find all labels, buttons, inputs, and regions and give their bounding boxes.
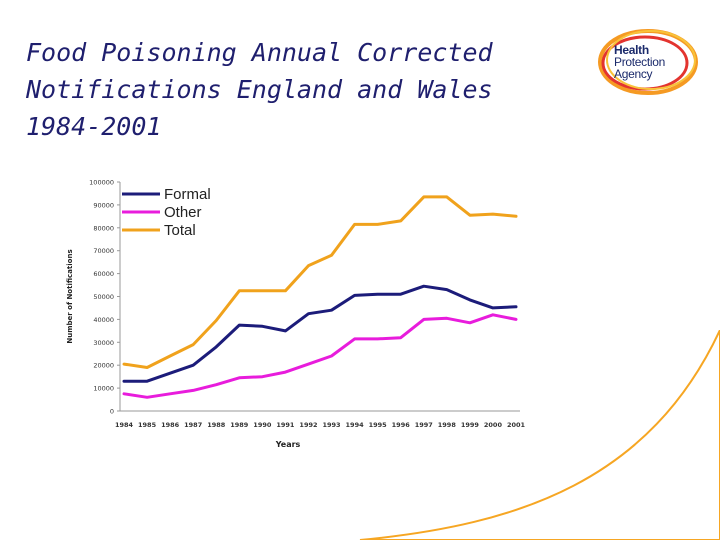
x-tick-label: 1985 [138, 421, 157, 429]
x-tick-label: 1990 [253, 421, 272, 429]
x-tick-label: 1988 [207, 421, 226, 429]
legend-label-formal: Formal [164, 186, 211, 203]
health-protection-agency-logo: Health Protection Agency [596, 26, 700, 98]
x-tick-label: 1997 [415, 421, 433, 429]
y-axis-label: Number of Notifications [66, 249, 74, 343]
x-tick-label: 1994 [346, 421, 365, 429]
logo-text: Health Protection Agency [614, 44, 665, 80]
x-tick-label: 1991 [276, 421, 295, 429]
x-tick-label: 1996 [392, 421, 411, 429]
x-axis-label: Years [275, 440, 301, 449]
logo-word-health: Health [614, 43, 649, 57]
corner-swoosh-decoration [359, 330, 720, 540]
series-line-total [122, 195, 518, 369]
x-tick-label: 1989 [230, 421, 249, 429]
logo-word-agency: Agency [614, 67, 653, 81]
x-tick-label: 2001 [507, 421, 526, 429]
y-tick-label: 40000 [93, 316, 114, 324]
y-tick-label: 100000 [89, 179, 114, 187]
series-line-formal [122, 284, 518, 383]
series-line-other [122, 313, 518, 399]
y-tick-label: 10000 [93, 385, 114, 393]
logo-rings-icon [598, 29, 698, 95]
slide-title: Food Poisoning Annual Corrected Notifica… [26, 34, 566, 145]
y-tick-label: 90000 [93, 201, 114, 209]
x-tick-label: 1986 [161, 421, 180, 429]
y-tick-label: 80000 [93, 224, 114, 232]
x-tick-label: 1993 [322, 421, 340, 429]
y-tick-label: 50000 [93, 293, 114, 301]
notifications-line-chart: 0 10000 20000 30000 40000 50000 60000 70000 8000… [66, 179, 526, 450]
legend-label-other: Other [164, 204, 202, 221]
x-tick-label: 1995 [369, 421, 388, 429]
x-tick-label: 1999 [461, 421, 480, 429]
y-tick-label: 70000 [93, 247, 114, 255]
y-tick-label: 60000 [93, 270, 114, 278]
logo-ring-yellow [606, 30, 696, 90]
x-tick-label: 1984 [115, 421, 134, 429]
title-line-3: 1984-2001 [26, 112, 162, 141]
x-tick-label: 1998 [438, 421, 457, 429]
logo-word-protection: Protection [614, 55, 666, 69]
y-tick-label: 0 [110, 408, 114, 416]
x-tick-label: 1992 [299, 421, 317, 429]
y-tick-label: 30000 [93, 339, 114, 347]
x-tick-label: 1987 [184, 421, 202, 429]
legend-label-total: Total [164, 222, 196, 239]
title-line-1: Food Poisoning Annual Corrected [26, 38, 493, 67]
y-tick-label: 20000 [93, 362, 114, 370]
x-tick-label: 2000 [484, 421, 503, 429]
title-line-2: Notifications England and Wales [26, 75, 493, 104]
